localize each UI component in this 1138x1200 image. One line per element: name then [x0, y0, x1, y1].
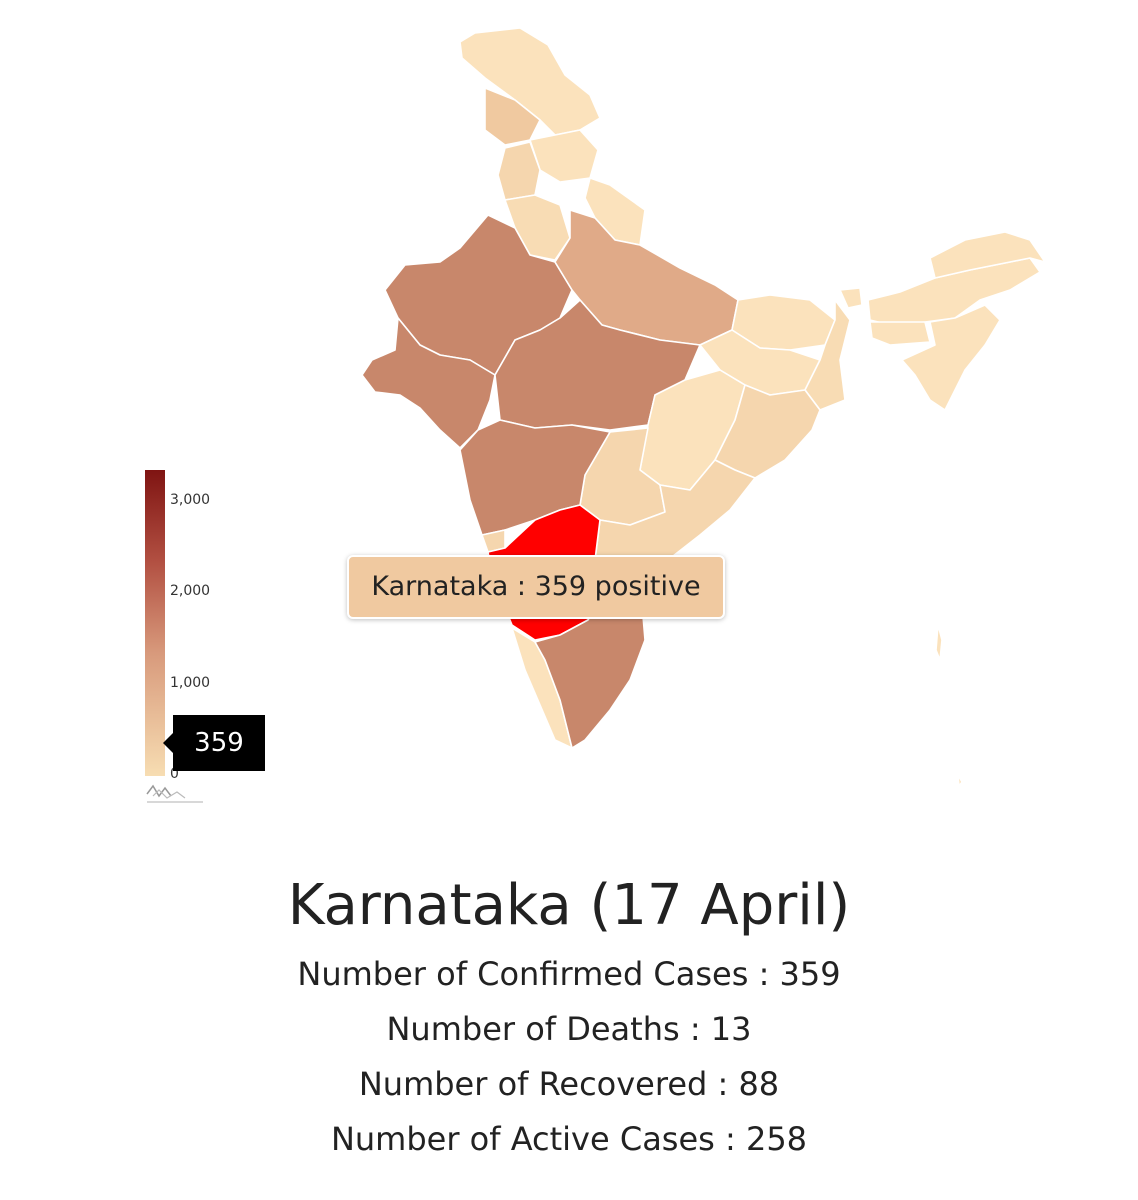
confirmed-cases: Number of Confirmed Cases : 359 — [297, 955, 841, 993]
state-info-panel: Karnataka (17 April) Number of Confirmed… — [0, 865, 1138, 1167]
state-gujarat[interactable] — [361, 317, 496, 449]
island-andaman — [935, 624, 943, 661]
legend-tick-3000: 3,000 — [170, 492, 211, 508]
state-punjab[interactable] — [497, 141, 541, 201]
state-arunachal[interactable] — [929, 231, 1046, 279]
legend-tick-2000: 2,000 — [170, 583, 211, 599]
state-himachal[interactable] — [529, 129, 599, 183]
state-title: Karnataka (17 April) — [287, 873, 851, 938]
state-sikkim[interactable] — [839, 287, 863, 309]
legend-gradient — [145, 470, 165, 776]
map-tooltip: Karnataka : 359 positive — [347, 555, 725, 619]
india-map — [361, 27, 1046, 787]
state-northeast-south[interactable] — [901, 304, 1001, 411]
legend-tick-1000: 1,000 — [170, 675, 211, 691]
legend-value-marker: 359 — [163, 714, 265, 771]
active-cases: Number of Active Cases : 258 — [330, 1120, 808, 1158]
state-odisha[interactable] — [714, 384, 821, 479]
reset-zoom-icon[interactable] — [145, 782, 205, 804]
deaths: Number of Deaths : 13 — [386, 1010, 752, 1048]
recovered: Number of Recovered : 88 — [358, 1065, 780, 1103]
state-meghalaya[interactable] — [869, 321, 931, 346]
legend-tick-0: 0 — [170, 766, 179, 782]
island-nicobar — [957, 774, 963, 787]
color-legend: 3,000 2,000 1,000 0 359 — [145, 470, 265, 810]
